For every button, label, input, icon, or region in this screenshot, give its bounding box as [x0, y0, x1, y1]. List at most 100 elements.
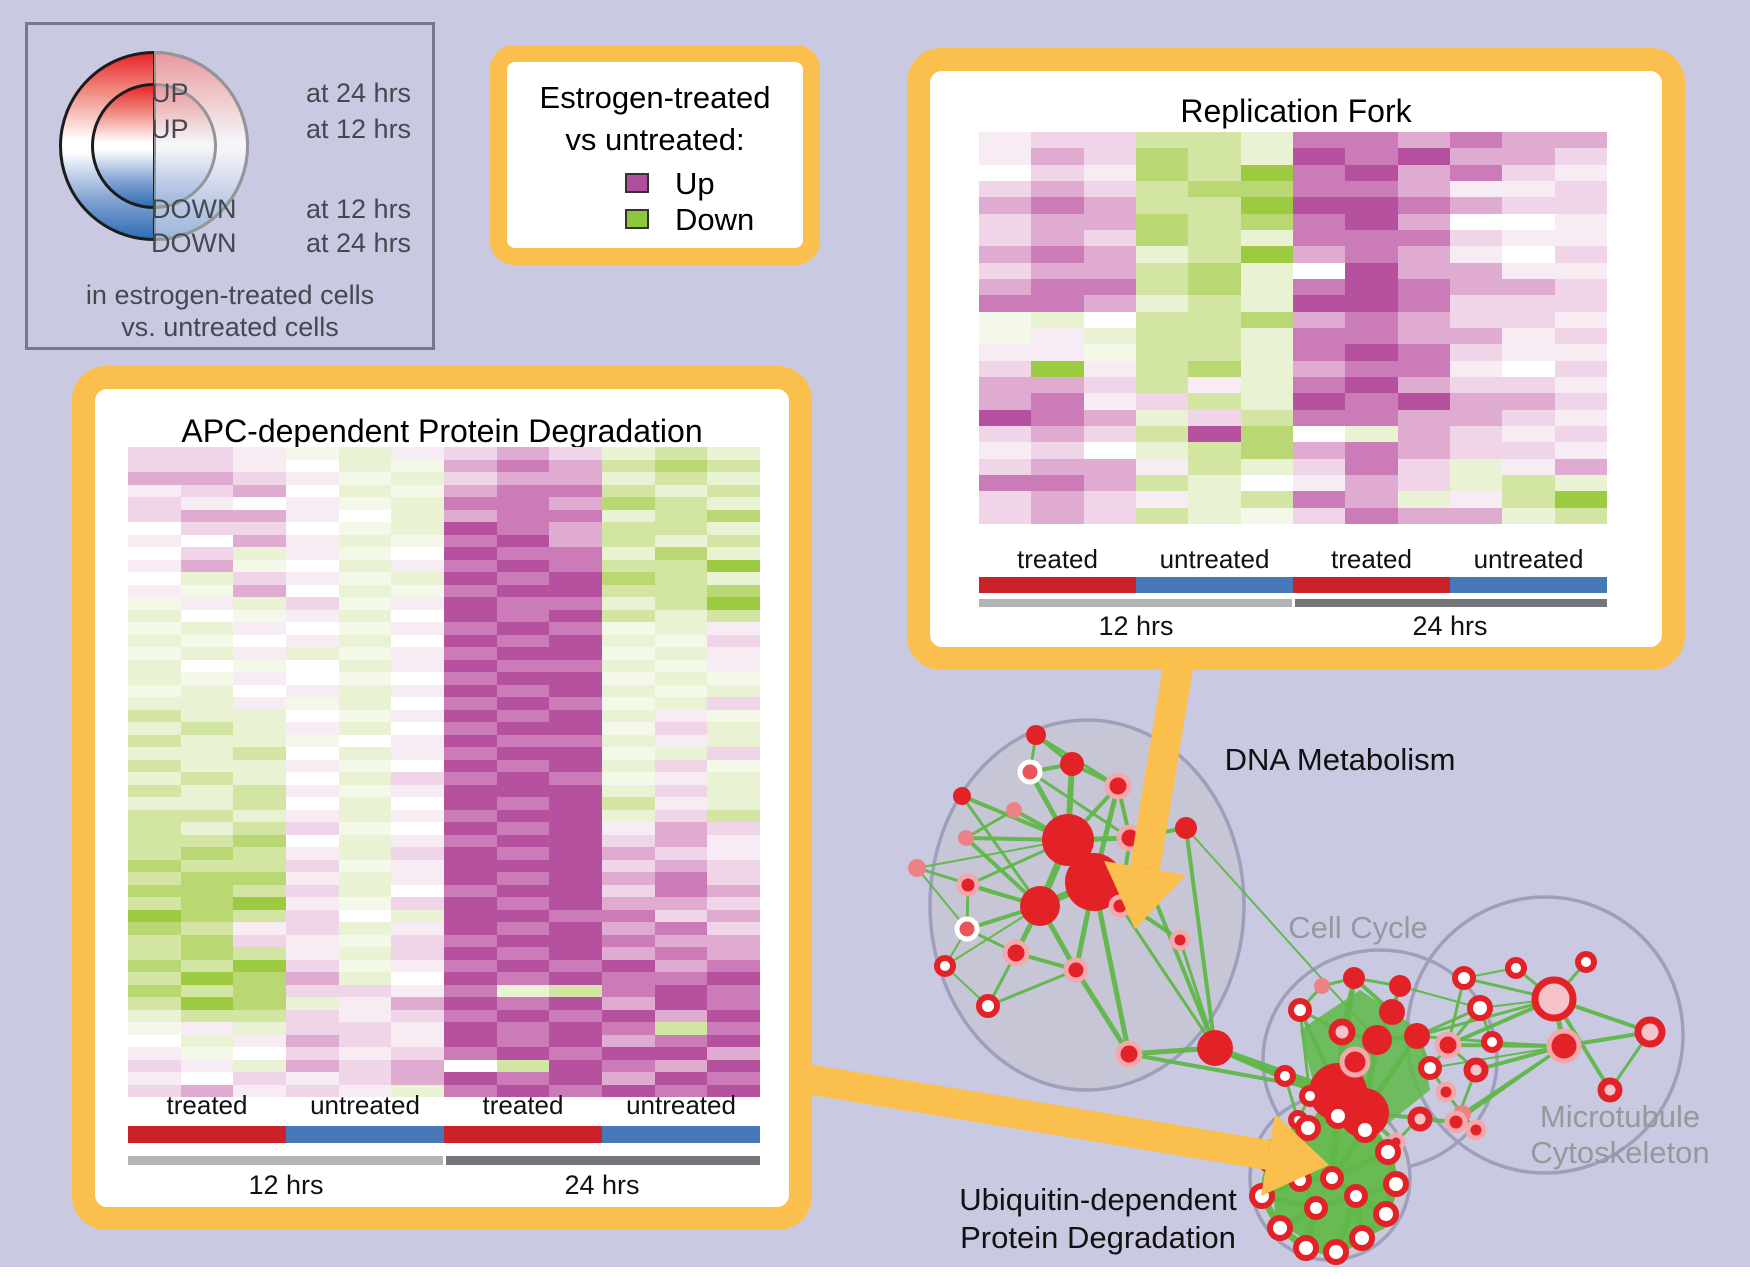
heatmap-cell	[1135, 344, 1189, 361]
heatmap-cell	[286, 909, 339, 922]
network-edge	[916, 867, 968, 930]
heatmap-cell	[180, 1059, 234, 1072]
heatmap-cell	[549, 984, 603, 997]
heatmap-cell	[128, 709, 181, 722]
heatmap-cell	[128, 909, 181, 922]
heatmap-cell	[549, 809, 603, 822]
heatmap-cell	[549, 922, 603, 935]
heatmap-cell	[602, 847, 655, 860]
heatmap-cell	[602, 1047, 655, 1060]
group-label: untreated	[310, 1090, 420, 1120]
heatmap-cell	[654, 559, 708, 572]
gene-node-ring	[1323, 1239, 1349, 1265]
heatmap-cell	[707, 484, 761, 497]
heatmap-cell	[1240, 148, 1293, 165]
heatmap-row	[128, 722, 761, 735]
heatmap-cell	[602, 547, 655, 560]
heatmap-row	[128, 697, 761, 710]
heatmap-cell	[1240, 246, 1293, 263]
heatmap-cell	[180, 922, 234, 935]
heatmap-cell	[1345, 360, 1398, 377]
heatmap-cell	[1083, 164, 1136, 181]
gene-node-halo	[1434, 1031, 1462, 1059]
heatmap-cell	[128, 759, 181, 772]
heatmap-cell	[496, 747, 550, 760]
heatmap-cell	[496, 1059, 550, 1072]
heatmap-cell	[338, 772, 392, 785]
heatmap-cell	[338, 859, 392, 872]
heatmap-cell	[286, 647, 339, 660]
heatmap-cell	[1502, 213, 1555, 230]
heatmap-cell	[180, 759, 234, 772]
heatmap-cell	[1031, 164, 1084, 181]
heatmap-cell	[654, 709, 708, 722]
heatmap-cell	[128, 897, 181, 910]
heatmap-cell	[1397, 327, 1450, 345]
heatmap-cell	[549, 447, 603, 460]
heatmap-cell	[549, 697, 603, 710]
heatmap-cell	[286, 772, 339, 785]
apc-degradation-panel: APC-dependent Protein Degradation treate…	[72, 366, 812, 1230]
heatmap-cell	[444, 447, 497, 460]
heatmap-cell	[1083, 425, 1136, 443]
heatmap-cell	[1502, 474, 1555, 492]
heatmap-cell	[444, 722, 497, 735]
heatmap-cell	[1554, 262, 1607, 279]
heatmap-cell	[1188, 197, 1241, 214]
heatmap-cell	[233, 659, 287, 672]
heatmap-cell	[654, 534, 708, 547]
heatmap-cell	[1449, 327, 1503, 345]
heatmap-cell	[549, 834, 603, 847]
panel-title: APC-dependent Protein Degradation	[181, 413, 703, 449]
heatmap-cell	[602, 734, 655, 747]
heatmap-cell	[1449, 491, 1503, 508]
heatmap-cell	[549, 1034, 603, 1047]
heatmap-cell	[1449, 180, 1503, 198]
heatmap-cell	[1188, 507, 1241, 524]
heatmap-cell	[286, 709, 339, 722]
heatmap-cell	[654, 509, 708, 522]
heatmap-cell	[128, 459, 181, 472]
updown-legend-box: UP at 24 hrs UP at 12 hrs DOWN at 12 hrs…	[25, 22, 435, 350]
heatmap-cell	[654, 1047, 708, 1060]
heatmap-cell	[286, 734, 339, 747]
heatmap-cell	[128, 509, 181, 522]
gene-node-pink	[908, 859, 926, 877]
legend-row: UP at 12 hrs	[151, 115, 431, 143]
heatmap-cell	[654, 759, 708, 772]
heatmap-cell	[654, 547, 708, 560]
heatmap-cell	[707, 759, 761, 772]
heatmap-cell	[444, 534, 497, 547]
heatmap-cell	[707, 822, 761, 835]
heatmap-cell	[444, 1047, 497, 1060]
heatmap-cell	[233, 922, 287, 935]
heatmap-cell	[233, 697, 287, 710]
heatmap-cell	[338, 597, 392, 610]
heatmap-cell	[444, 934, 497, 947]
heatmap-cell	[549, 747, 603, 760]
heatmap-cell	[391, 534, 445, 547]
heatmap-cell	[496, 934, 550, 947]
heatmap-cell	[286, 547, 339, 560]
heatmap-cell	[444, 634, 497, 647]
heatmap-cell	[444, 609, 497, 622]
heatmap-cell	[1240, 376, 1293, 394]
heatmap-cell	[496, 522, 550, 535]
heatmap-cell	[1083, 393, 1136, 410]
heatmap-cell	[180, 709, 234, 722]
heatmap-cell	[1345, 180, 1398, 198]
heatmap-cell	[338, 959, 392, 972]
heatmap-row	[979, 507, 1607, 524]
heatmap-cell	[496, 609, 550, 622]
heatmap-cell	[1188, 376, 1241, 394]
heatmap-cell	[128, 659, 181, 672]
heatmap-cell	[654, 947, 708, 960]
heatmap-row	[128, 659, 761, 672]
direction-label: UP	[151, 78, 189, 108]
heatmap-cell	[602, 809, 655, 822]
heatmap-cell	[128, 772, 181, 785]
panel-arrow-shaft	[797, 1063, 1271, 1170]
heatmap-cell	[391, 984, 445, 997]
heatmap-cell	[128, 947, 181, 960]
gene-node-solid	[1404, 1023, 1430, 1049]
